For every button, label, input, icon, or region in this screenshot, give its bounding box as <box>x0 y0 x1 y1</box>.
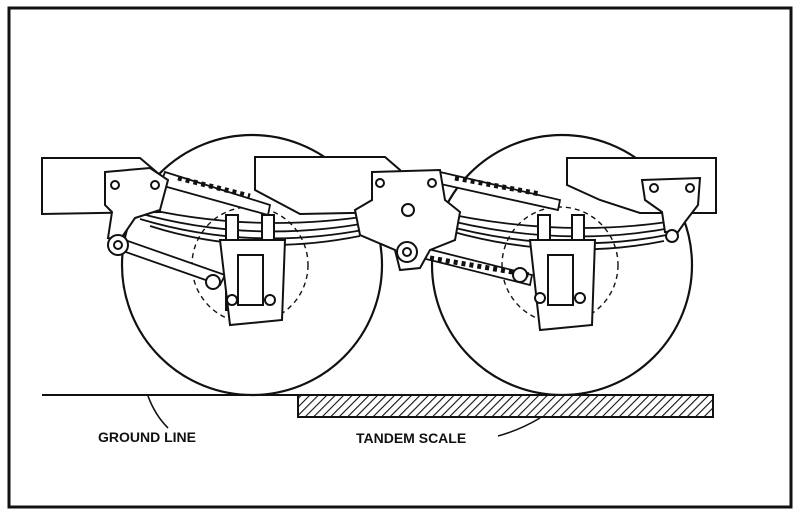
tandem-scale-leader <box>497 417 541 437</box>
tandem-scale-platform <box>297 394 714 418</box>
rear-hanger-bracket <box>640 176 702 243</box>
tandem-scale-label: TANDEM SCALE <box>356 430 466 446</box>
equalizer-bracket <box>353 168 462 272</box>
shock-absorbers <box>177 175 541 278</box>
ground-line-label: GROUND LINE <box>98 429 196 445</box>
outer-border <box>7 6 793 509</box>
ground-line-leader <box>147 395 169 429</box>
front-axle-seat <box>205 214 287 327</box>
frame-rail <box>41 156 717 216</box>
rear-axle-seat <box>512 214 597 332</box>
front-hanger-bracket <box>104 166 170 256</box>
